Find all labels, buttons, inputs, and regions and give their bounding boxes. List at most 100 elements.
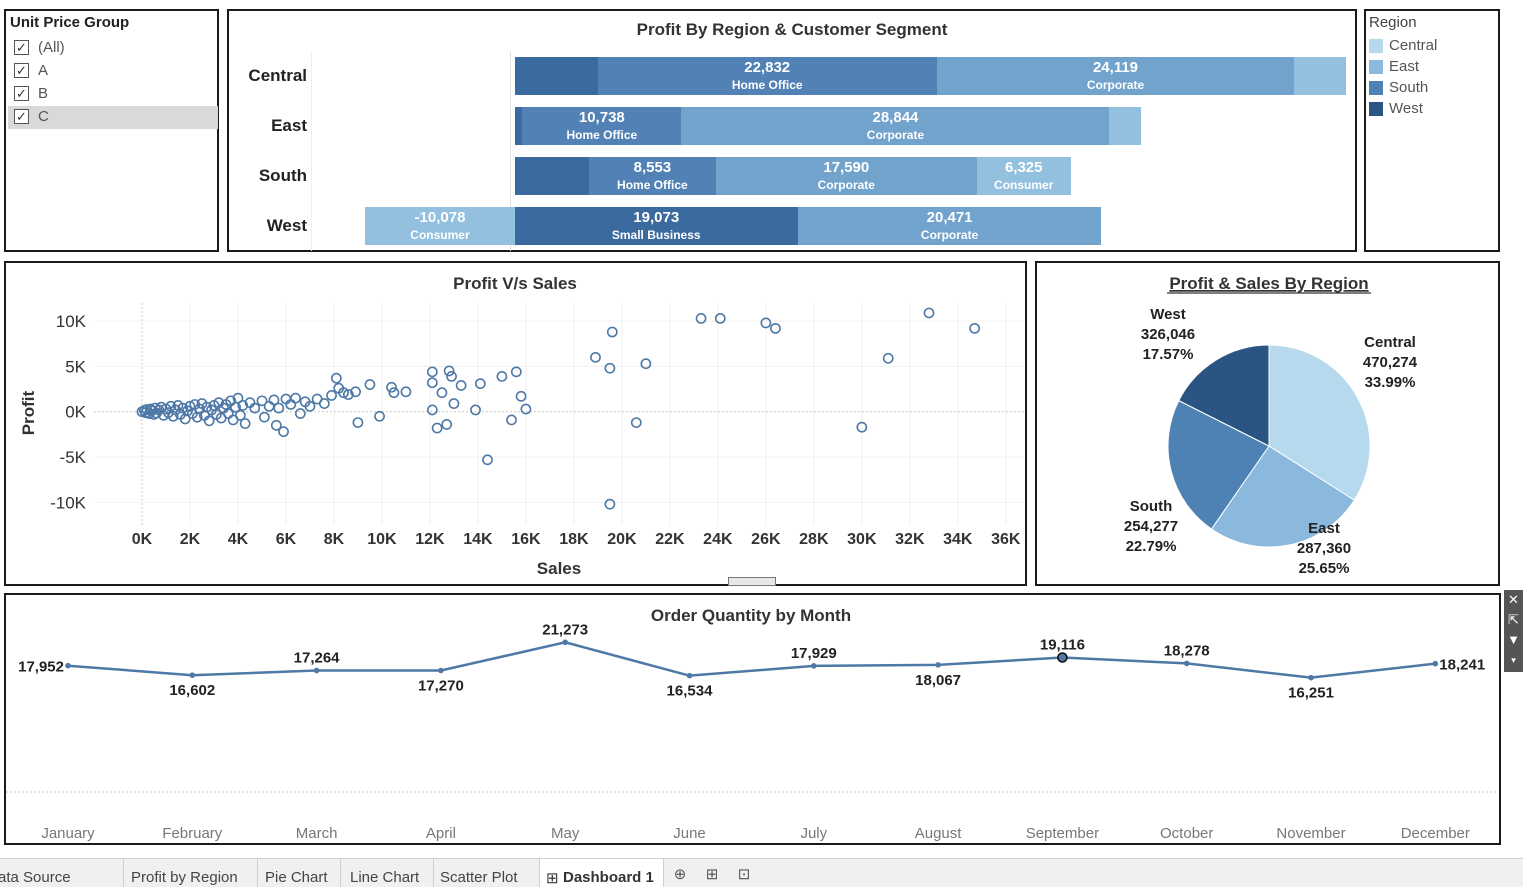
order-quantity-line[interactable]	[67, 641, 1436, 679]
scatter-chart[interactable]: Profit V/s Sales 0K 2K 4K 6K 8K 10K 12K 14K 16K 18…	[6, 263, 1025, 584]
popout-icon[interactable]: ⇱	[1508, 612, 1519, 627]
scatter-point[interactable]	[184, 400, 196, 412]
line-point[interactable]	[562, 639, 568, 646]
resize-handle[interactable]	[728, 577, 776, 586]
scatter-point[interactable]	[515, 390, 527, 402]
scatter-point[interactable]	[318, 398, 330, 409]
scatter-point[interactable]	[388, 387, 400, 399]
scatter-point[interactable]	[203, 415, 215, 427]
scatter-point[interactable]	[352, 417, 364, 429]
scatter-point[interactable]	[426, 377, 438, 389]
bar-segment[interactable]: 6,325 Consumer	[976, 157, 1071, 195]
scatter-point[interactable]	[448, 398, 460, 409]
bar-segment[interactable]: 22,832 Home Office	[597, 57, 937, 95]
scatter-point[interactable]	[304, 400, 316, 412]
line-point[interactable]	[313, 667, 320, 674]
pie-slice[interactable]	[1210, 445, 1355, 548]
scatter-point[interactable]	[426, 366, 438, 378]
bar-segment[interactable]: 28,844 Corporate	[681, 107, 1110, 145]
scatter-point[interactable]	[167, 410, 179, 422]
scatter-point[interactable]	[856, 421, 868, 433]
scatter-point[interactable]	[455, 380, 467, 391]
scatter-point[interactable]	[326, 390, 337, 401]
scatter-point[interactable]	[263, 400, 275, 412]
line-point[interactable]	[1183, 660, 1190, 667]
line-point[interactable]	[189, 672, 196, 678]
filter-item-all[interactable]: ✓ (All)	[8, 37, 218, 60]
scatter-point[interactable]	[760, 317, 772, 329]
line-point[interactable]	[1057, 652, 1068, 663]
close-icon[interactable]: ✕	[1508, 592, 1519, 607]
scatter-point[interactable]	[770, 322, 781, 334]
pie-slice[interactable]	[1268, 344, 1371, 501]
new-story-icon[interactable]: ⊡	[737, 866, 751, 883]
scatter-point[interactable]	[640, 358, 652, 370]
tab-data-source[interactable]: ata Source	[0, 859, 124, 887]
filter-icon[interactable]: ▼	[1507, 632, 1520, 647]
scatter-point[interactable]	[294, 408, 306, 419]
scatter-point[interactable]	[510, 366, 522, 378]
bar-segment[interactable]: 19,073 Small Business	[514, 207, 798, 245]
scatter-point[interactable]	[237, 399, 249, 411]
scatter-point[interactable]	[443, 365, 455, 377]
scatter-point[interactable]	[374, 410, 385, 422]
line-point[interactable]	[811, 663, 817, 669]
bar-segment[interactable]: 24,119 Corporate	[936, 57, 1295, 95]
scatter-point[interactable]	[249, 402, 261, 414]
bar-segment[interactable]	[1109, 107, 1141, 145]
scatter-point[interactable]	[338, 387, 349, 399]
scatter-point[interactable]	[350, 386, 361, 398]
scatter-point[interactable]	[330, 372, 342, 384]
checkbox-icon[interactable]: ✓	[14, 40, 29, 55]
scatter-point[interactable]	[923, 307, 935, 319]
line-chart[interactable]: Order Quantity by Month 17,952 January 16,6…	[6, 595, 1499, 843]
checkbox-icon[interactable]: ✓	[14, 109, 29, 124]
filter-item-b[interactable]: ✓ B	[8, 83, 218, 106]
scatter-point[interactable]	[590, 351, 601, 363]
tab-line-chart[interactable]: Line Chart	[341, 859, 434, 887]
scatter-point[interactable]	[506, 414, 517, 426]
scatter-point[interactable]	[431, 422, 443, 434]
scatter-point[interactable]	[436, 387, 448, 399]
scatter-point[interactable]	[606, 326, 618, 338]
scatter-point[interactable]	[446, 370, 457, 382]
scatter-point[interactable]	[400, 386, 412, 398]
scatter-point[interactable]	[268, 394, 280, 406]
bar-segment[interactable]: 8,553 Home Office	[588, 157, 716, 195]
filter-item-a[interactable]: ✓ A	[8, 60, 218, 83]
bar-segment[interactable]	[514, 57, 598, 95]
scatter-point[interactable]	[520, 403, 532, 415]
bar-segment[interactable]: 20,471 Corporate	[797, 207, 1102, 245]
scatter-point[interactable]	[143, 408, 155, 419]
scatter-point[interactable]	[364, 379, 376, 390]
scatter-point[interactable]	[239, 418, 251, 429]
scatter-point[interactable]	[714, 313, 726, 324]
scatter-point[interactable]	[270, 419, 282, 431]
scatter-point[interactable]	[470, 404, 481, 416]
line-point[interactable]	[438, 667, 444, 674]
scatter-point[interactable]	[496, 370, 508, 382]
scatter-point[interactable]	[342, 389, 354, 400]
bar-segment[interactable]: 17,590 Corporate	[715, 157, 977, 195]
checkbox-icon[interactable]: ✓	[14, 86, 29, 101]
new-dashboard-icon[interactable]: ⊞	[705, 866, 719, 883]
scatter-point[interactable]	[258, 411, 270, 423]
scatter-point[interactable]	[256, 395, 268, 407]
scatter-point[interactable]	[882, 352, 894, 364]
more-dropdown-icon[interactable]: ▾	[1511, 655, 1516, 665]
scatter-point[interactable]	[482, 454, 493, 466]
bar-segment[interactable]	[1294, 57, 1347, 95]
bar-segment[interactable]	[514, 107, 523, 145]
line-point[interactable]	[935, 662, 941, 668]
tab-dashboard-1[interactable]: ⊞ Dashboard 1	[540, 859, 664, 887]
pie-slice[interactable]	[1167, 399, 1270, 530]
scatter-point[interactable]	[474, 378, 486, 390]
scatter-point[interactable]	[232, 392, 244, 404]
tab-scatter-plot[interactable]: Scatter Plot	[434, 859, 540, 887]
pie-chart[interactable]: Profit & Sales By Region Central 470,274 33…	[1037, 263, 1498, 584]
scatter-point[interactable]	[290, 392, 301, 404]
tab-profit-by-region[interactable]: Profit by Region	[124, 859, 258, 887]
new-worksheet-icon[interactable]: ⊕	[673, 866, 687, 883]
scatter-point[interactable]	[441, 419, 453, 430]
bar-segment[interactable]: 10,738 Home Office	[522, 107, 682, 145]
